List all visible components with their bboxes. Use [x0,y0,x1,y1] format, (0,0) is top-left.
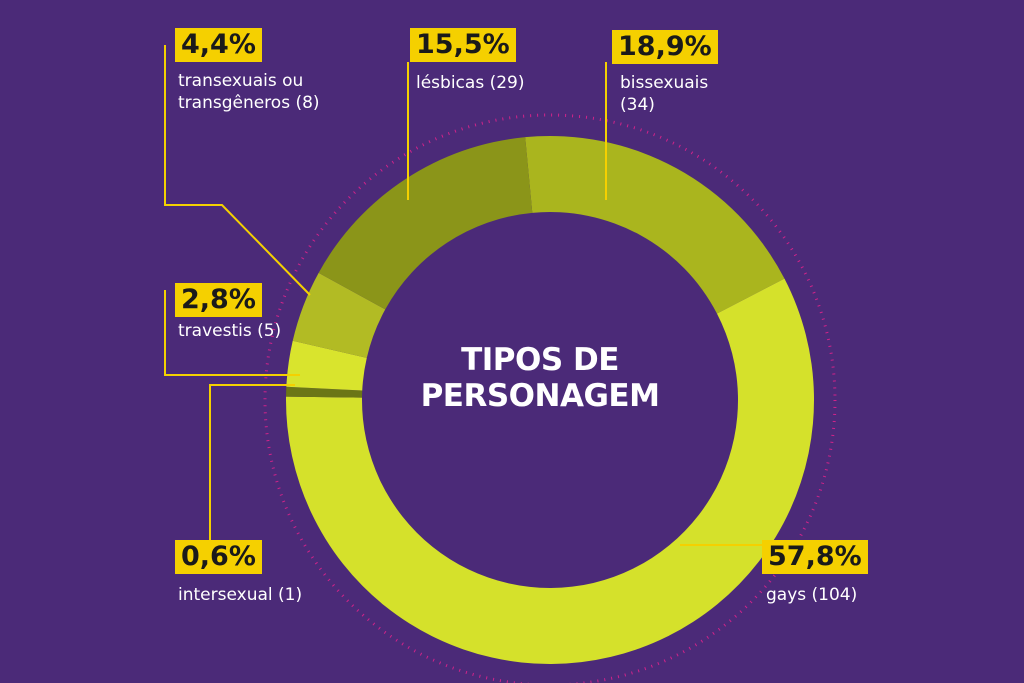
leader-line [164,290,300,376]
category-label: intersexual (1) [178,585,303,605]
chart-title: TIPOS DE PERSONAGEM [420,342,660,414]
slice [525,136,785,314]
value-label: 15,5% [410,28,516,62]
category-label: lésbicas (29) [416,73,525,93]
slice [286,278,814,664]
category-label: travestis (5) [178,321,282,341]
value-label: 18,9% [612,30,718,64]
slices [286,136,814,664]
slice [286,386,363,398]
dotted-ring [263,113,837,683]
value-label: 57,8% [762,540,868,574]
leader-line [209,384,295,560]
slice [292,272,386,358]
category-label: transexuais ou transgêneros (8) [178,71,320,113]
slice [286,340,367,391]
value-label: 2,8% [175,283,262,317]
leader-lines [164,45,768,560]
value-label: 0,6% [175,540,262,574]
category-label: gays (104) [766,585,858,605]
leader-line [164,45,311,296]
value-label: 4,4% [175,28,262,62]
slice [318,137,533,310]
category-label: bissexuais (34) [620,73,709,115]
